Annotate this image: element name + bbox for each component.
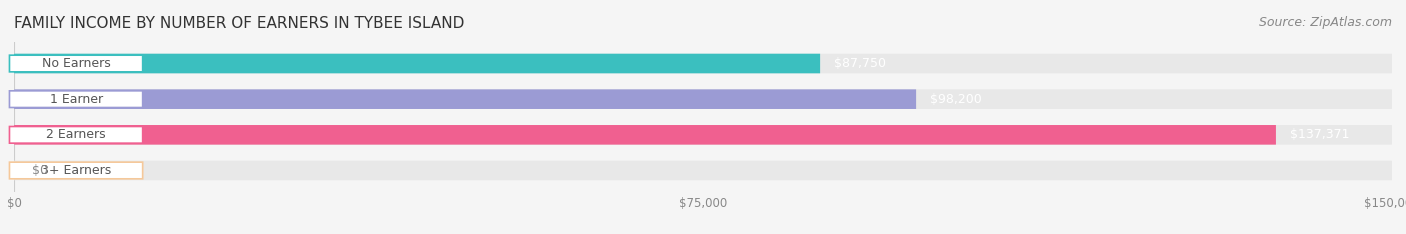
FancyBboxPatch shape — [14, 161, 1392, 180]
Text: No Earners: No Earners — [42, 57, 111, 70]
Text: 2 Earners: 2 Earners — [46, 128, 105, 141]
FancyBboxPatch shape — [10, 91, 142, 107]
FancyBboxPatch shape — [14, 54, 820, 73]
Text: $87,750: $87,750 — [834, 57, 886, 70]
Text: $98,200: $98,200 — [929, 93, 981, 106]
FancyBboxPatch shape — [10, 162, 142, 179]
FancyBboxPatch shape — [14, 125, 1392, 145]
FancyBboxPatch shape — [14, 89, 917, 109]
FancyBboxPatch shape — [14, 125, 1275, 145]
Text: Source: ZipAtlas.com: Source: ZipAtlas.com — [1258, 16, 1392, 29]
Text: $137,371: $137,371 — [1289, 128, 1350, 141]
Text: FAMILY INCOME BY NUMBER OF EARNERS IN TYBEE ISLAND: FAMILY INCOME BY NUMBER OF EARNERS IN TY… — [14, 16, 464, 31]
FancyBboxPatch shape — [10, 127, 142, 143]
FancyBboxPatch shape — [14, 89, 1392, 109]
Text: $0: $0 — [32, 164, 48, 177]
FancyBboxPatch shape — [14, 54, 1392, 73]
FancyBboxPatch shape — [10, 55, 142, 72]
Text: 1 Earner: 1 Earner — [49, 93, 103, 106]
Text: 3+ Earners: 3+ Earners — [41, 164, 111, 177]
